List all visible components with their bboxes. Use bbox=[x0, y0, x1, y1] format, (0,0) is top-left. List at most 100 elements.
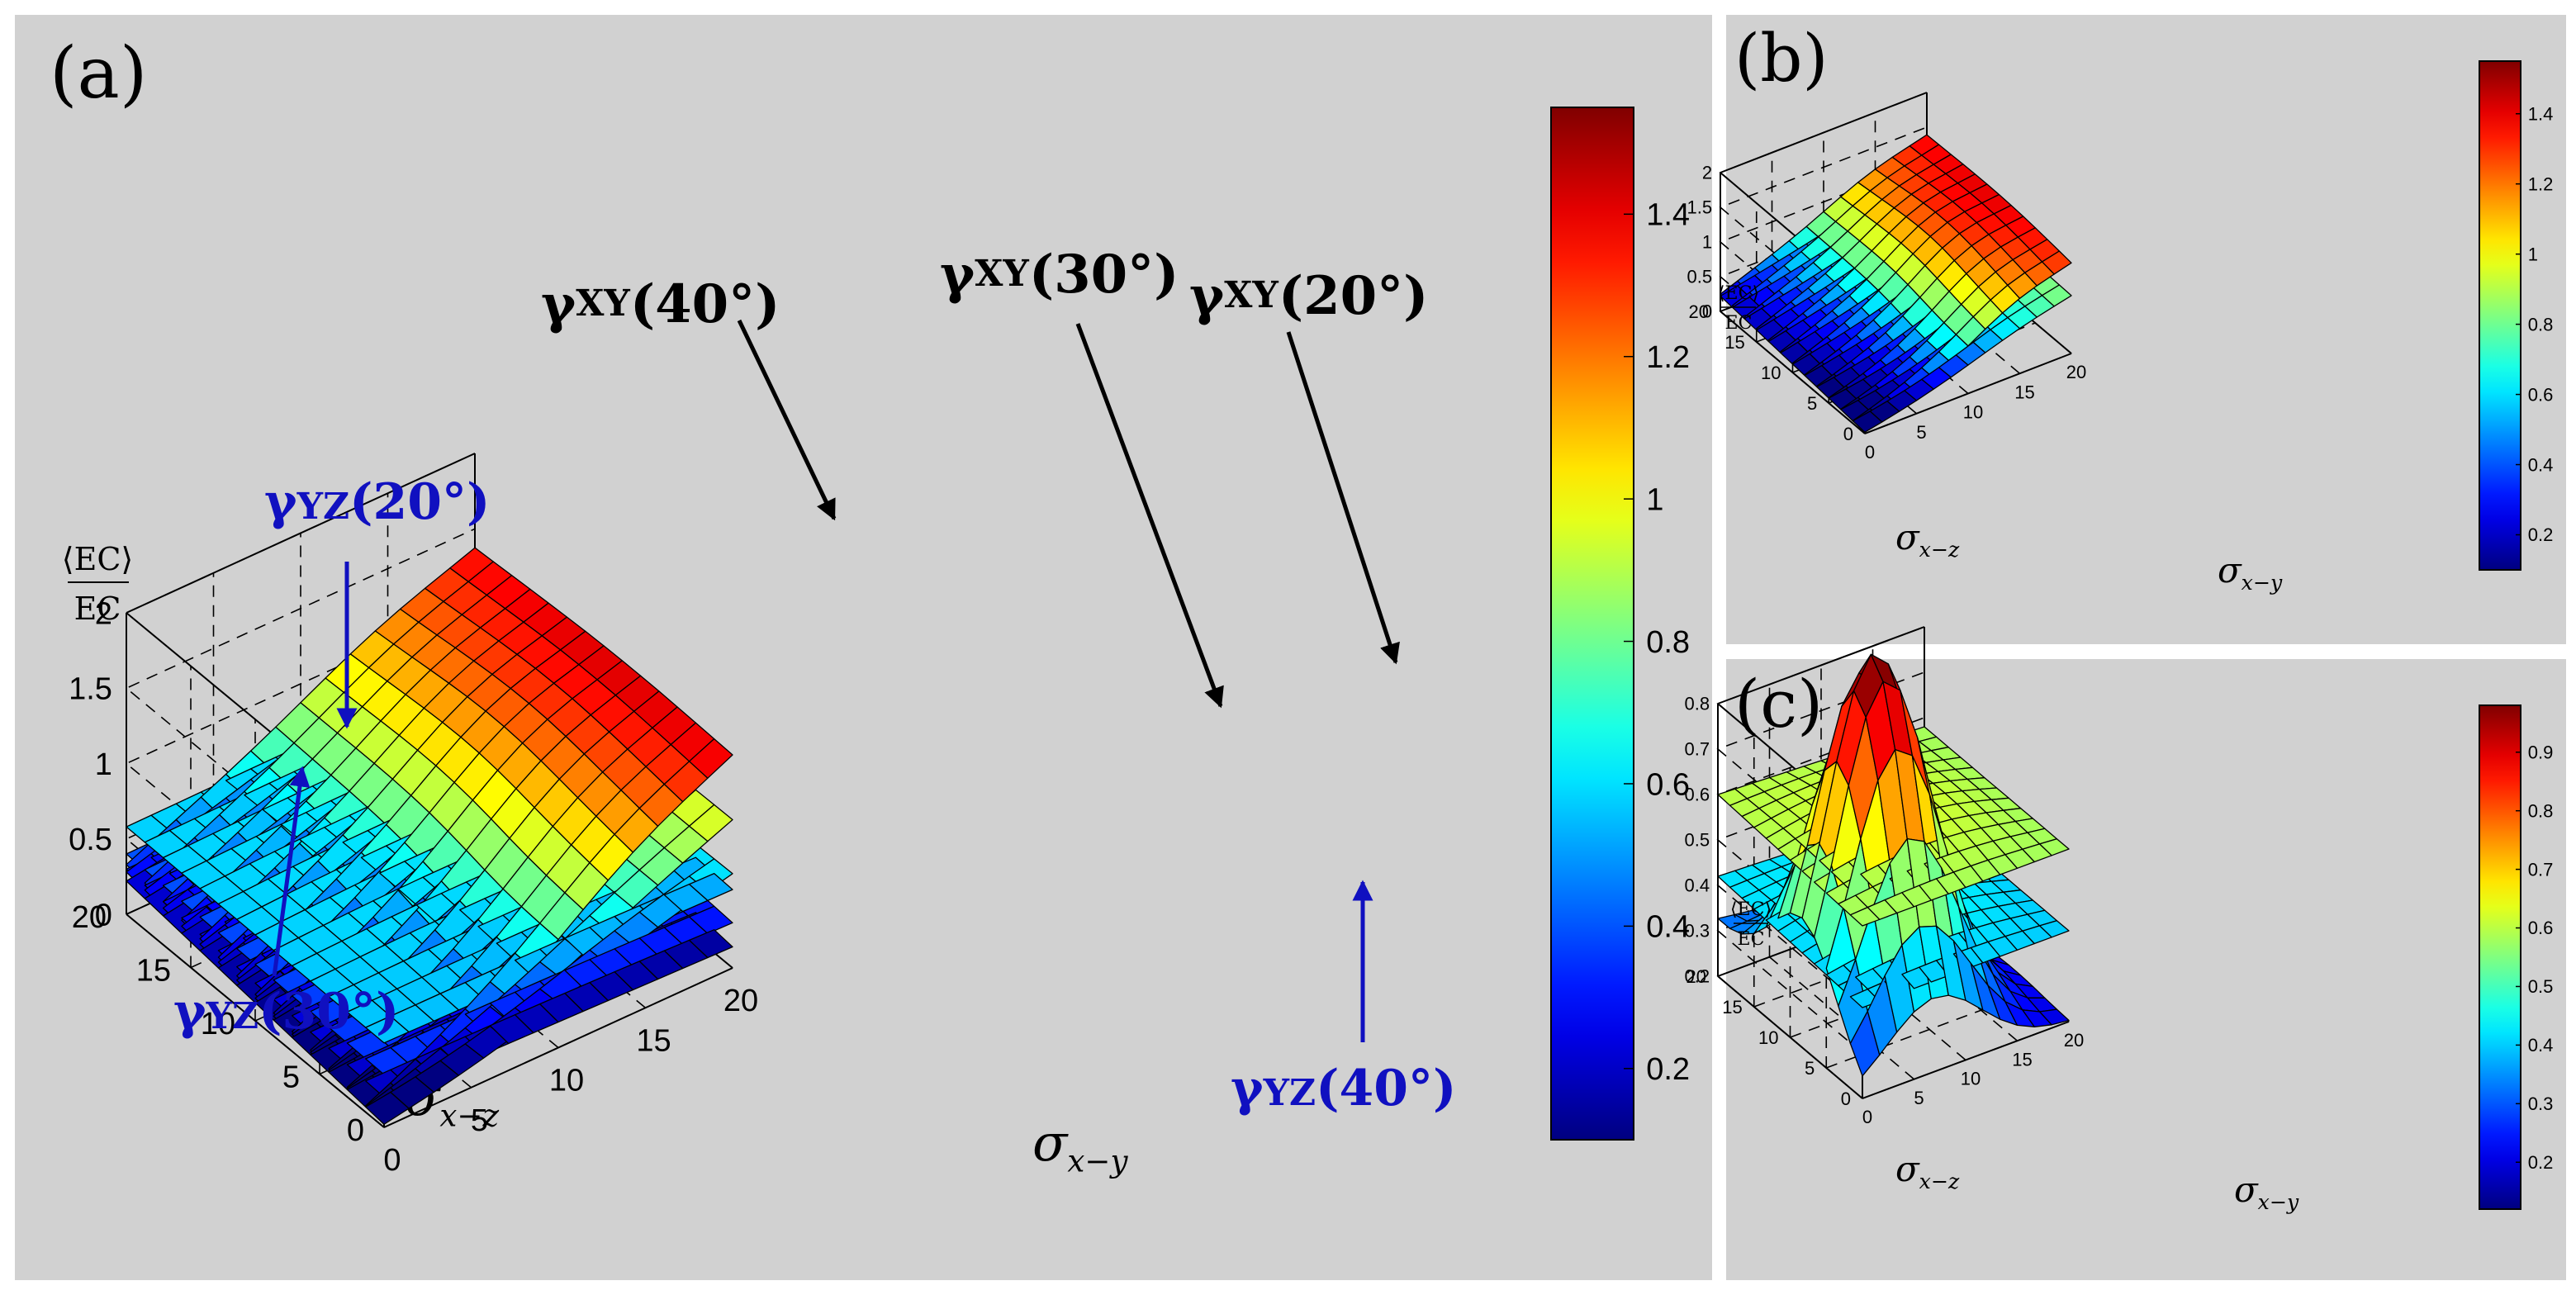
annotation-yz-30: γYZ(30°) bbox=[173, 983, 399, 1041]
grid-y-floor-line bbox=[1862, 1021, 2070, 1099]
colorbar-tick-label: 0.5 bbox=[2528, 976, 2554, 997]
annotation-xy-30-sub: XY bbox=[975, 253, 1029, 295]
x-tick-label: 5 bbox=[471, 1103, 488, 1138]
y-axis-label-symbol: σ bbox=[1895, 1149, 1920, 1189]
y-tick-label: 20 bbox=[72, 900, 107, 935]
colorbar-tick-label: 0.8 bbox=[1646, 625, 1690, 660]
x-axis-label: σx−y bbox=[1032, 1112, 1128, 1179]
y-tick-label: 5 bbox=[282, 1060, 300, 1095]
annotation-xy-40-sub: XY bbox=[576, 282, 630, 325]
y-tick-label: 10 bbox=[1761, 363, 1781, 383]
y-tick-label: 5 bbox=[1807, 393, 1817, 414]
y-tick-label: 10 bbox=[1758, 1027, 1778, 1048]
colorbar-tick-label: 1.2 bbox=[2528, 173, 2554, 194]
x-tick-label: 20 bbox=[2064, 1030, 2084, 1051]
x-tick-label: 10 bbox=[1961, 1069, 1981, 1089]
annotation-yz-30-sub: YZ bbox=[206, 995, 259, 1037]
panel-c: 05101520051015200.20.30.40.50.60.70.8σx−… bbox=[1685, 626, 2554, 1214]
z-tick-label: 0.2 bbox=[1685, 966, 1710, 987]
z-tick-label: 0.5 bbox=[1687, 267, 1713, 287]
panel-c-zlabel-numerator: ⟨EC⟩ bbox=[1730, 899, 1772, 920]
colorbar-tick-label: 0.8 bbox=[2528, 800, 2554, 821]
annotation-xy-40: γXY(40°) bbox=[541, 273, 780, 335]
z-tick-label: 1.5 bbox=[69, 672, 112, 707]
z-tick-label: 0.5 bbox=[1685, 830, 1710, 851]
panel-b-zlabel-denominator: EC bbox=[1725, 313, 1753, 334]
annotation-xy-20-sub: XY bbox=[1224, 274, 1279, 316]
annotation-yz-40: γYZ(40°) bbox=[1231, 1060, 1456, 1117]
x-axis-label-subscript: x−y bbox=[2258, 1190, 2299, 1214]
annotation-yz-20-sub: YZ bbox=[297, 486, 350, 528]
annotation-xy-40-angle: (40°) bbox=[630, 273, 780, 335]
panel-b-label: (b) bbox=[1734, 20, 1829, 97]
panel-a-annotations: γXY(40°) γXY(30°) γXY(20°) γYZ(20°) γYZ(… bbox=[173, 244, 1456, 1117]
colorbar bbox=[2479, 60, 2521, 571]
surface-patch bbox=[2041, 250, 2072, 275]
z-tick-label: 1 bbox=[1702, 232, 1712, 253]
panel-a-label: (a) bbox=[50, 32, 147, 115]
colorbar-tick-label: 0.9 bbox=[2528, 742, 2554, 762]
panel-c-zlabel-denominator: EC bbox=[1738, 929, 1765, 950]
y-axis-label: σx−z bbox=[1895, 1149, 1960, 1193]
panel-a-zlabel-denominator: EC bbox=[74, 591, 121, 627]
annotation-yz-30-gamma: γ bbox=[173, 983, 206, 1041]
surface-patch bbox=[2038, 838, 2070, 856]
z-tick-label: 0.7 bbox=[1685, 739, 1710, 760]
annotation-yz-30-arrow bbox=[272, 766, 311, 977]
x-axis-label-symbol: σ bbox=[2234, 1169, 2259, 1210]
annotation-xy-20: γXY(20°) bbox=[1189, 265, 1428, 327]
annotation-yz-30-angle: (30°) bbox=[259, 983, 399, 1041]
y-tick-label: 10 bbox=[201, 1007, 235, 1041]
x-axis-label: σx−y bbox=[2218, 550, 2283, 595]
y-tick-label: 15 bbox=[1724, 332, 1744, 353]
y-tick-label: 20 bbox=[1686, 966, 1706, 987]
colorbar-tick-label: 0.2 bbox=[2528, 524, 2554, 545]
y-tick-label: 0 bbox=[347, 1113, 364, 1148]
z-tick-label: 0.8 bbox=[1685, 694, 1710, 714]
colorbar-tick-label: 1.4 bbox=[1646, 198, 1690, 233]
y-tick-label: 0 bbox=[1841, 1089, 1851, 1109]
x-axis-label-subscript: x−y bbox=[2242, 571, 2283, 595]
y-axis-label-subscript: x−z bbox=[1919, 1169, 1960, 1193]
x-axis-label-symbol: σ bbox=[2218, 550, 2242, 591]
x-tick-label: 20 bbox=[2066, 362, 2086, 382]
panel-b-zlabel-numerator: ⟨EC⟩ bbox=[1718, 283, 1759, 304]
y-tick-label: 0 bbox=[1843, 424, 1853, 444]
y-axis-label-symbol: σ bbox=[1895, 517, 1920, 557]
panel-a-background bbox=[15, 15, 1712, 1280]
annotation-yz-20-gamma: γ bbox=[264, 473, 297, 531]
panel-c-zlabel: ⟨EC⟩ EC bbox=[1730, 899, 1772, 950]
x-tick-label: 5 bbox=[1914, 1088, 1924, 1108]
x-tick-label: 15 bbox=[636, 1023, 671, 1058]
colorbar-tick-label: 0.2 bbox=[1646, 1052, 1690, 1087]
y-axis-label: σx−z bbox=[1895, 517, 1960, 562]
annotation-xy-20-gamma: γ bbox=[1189, 265, 1225, 327]
panel-c-label: (c) bbox=[1734, 666, 1823, 742]
y-tick-label: 20 bbox=[1689, 301, 1709, 322]
annotation-xy-30: γXY(30°) bbox=[940, 244, 1179, 306]
annotation-yz-40-gamma: γ bbox=[1231, 1060, 1264, 1117]
annotation-xy-30-angle: (30°) bbox=[1029, 244, 1179, 306]
surface-patch bbox=[688, 905, 733, 935]
surface-patch bbox=[688, 872, 733, 902]
colorbar-tick-label: 1.4 bbox=[2528, 103, 2554, 124]
z-tick-label: 0.5 bbox=[69, 823, 112, 857]
z-tick-label: 0.3 bbox=[1685, 921, 1710, 942]
colorbar-tick-label: 0.7 bbox=[2528, 859, 2554, 880]
z-tick-label: 1 bbox=[95, 747, 112, 782]
colorbar-tick-label: 1 bbox=[2528, 244, 2538, 264]
colorbar bbox=[1550, 107, 1634, 1141]
annotation-xy-20-arrow bbox=[1286, 331, 1400, 665]
x-tick-label: 20 bbox=[723, 984, 758, 1018]
z-tick-label: 2 bbox=[1702, 163, 1712, 183]
surface-patch bbox=[688, 738, 733, 779]
x-axis-label-symbol: σ bbox=[1032, 1112, 1069, 1173]
x-axis-label-subscript: x−y bbox=[1067, 1143, 1128, 1179]
x-tick-label: 5 bbox=[1916, 422, 1926, 443]
y-tick-label: 15 bbox=[136, 954, 171, 989]
colorbar-tick-label: 0.3 bbox=[2528, 1093, 2554, 1114]
colorbar-tick-label: 0.4 bbox=[2528, 454, 2554, 475]
x-tick-label: 0 bbox=[1865, 442, 1875, 462]
surface-patch bbox=[2038, 1008, 2070, 1026]
